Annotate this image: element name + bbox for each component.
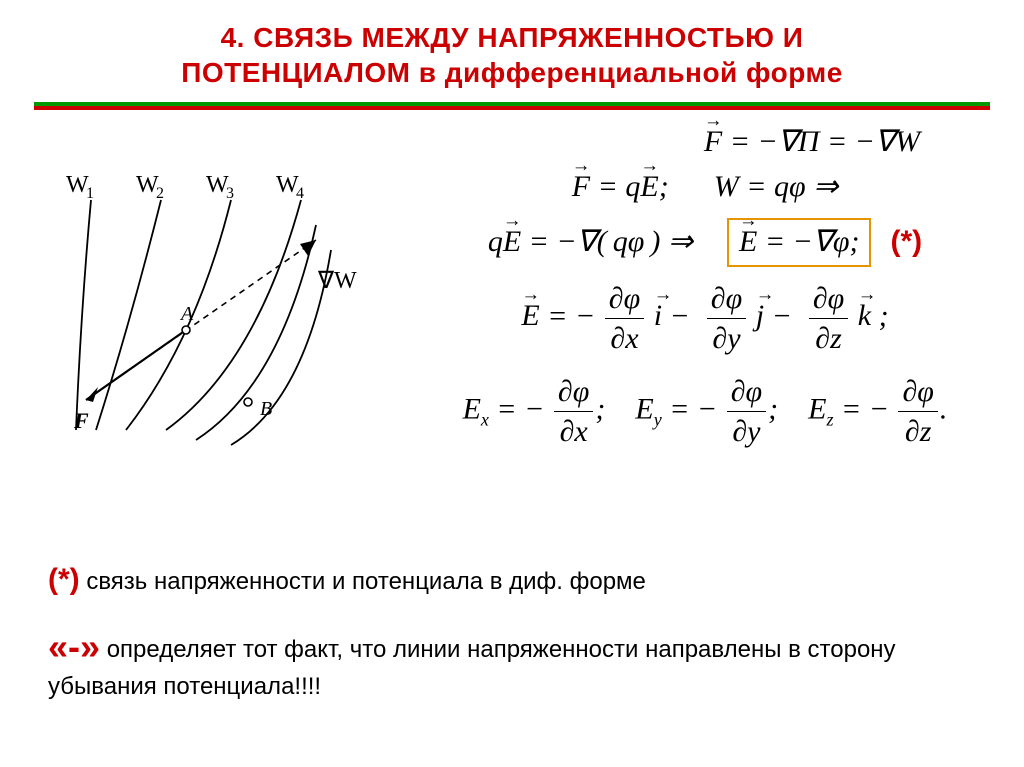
label-f: F [73,408,89,433]
eq-row-3: qE = −∇( qφ ) ⇒ E = −∇φ; (*) [400,218,1010,267]
title-line-2: ПОТЕНЦИАЛОМ в дифференциальной форме [181,57,843,88]
eq-row-2: F = qE; W = qφ ⇒ [400,167,1010,206]
footer-text-1: связь напряженности и потенциала в диф. … [80,568,646,595]
label-gradw: ∇W [317,268,357,294]
point-a [182,326,190,334]
equipotential-curves [76,200,331,445]
label-a: A [179,303,194,325]
eq-row-5: Ex = − ∂φ∂x; Ey = − ∂φ∂y; Ez = − ∂φ∂z. [400,372,1010,451]
star-marker: (*) [890,225,922,258]
divider-bottom [34,106,990,110]
eq-row-1: F = −∇Π = −∇W [400,122,1010,161]
eq-row-4: E = − ∂φ∂x i − ∂φ∂y j − ∂φ∂z k ; [400,279,1010,358]
slide-title: 4. СВЯЗЬ МЕЖДУ НАПРЯЖЕННОСТЬЮ И ПОТЕНЦИА… [0,0,1024,102]
equipotential-diagram: W1 W2 W3 W4 [36,170,366,470]
footer-text: (*) связь напряженности и потенциала в д… [48,560,984,725]
label-w4-sub: 4 [296,185,304,202]
footer-lead-1: (*) [48,563,80,596]
divider [34,102,990,110]
equations-block: F = −∇Π = −∇W F = qE; W = qφ ⇒ qE = −∇( … [400,118,1010,455]
label-w3-sub: 3 [226,185,234,202]
diagram-svg: W1 W2 W3 W4 [36,170,366,470]
footer-text-2: определяет тот факт, что линии напряженн… [48,636,896,701]
label-b: B [260,398,272,420]
boxed-equation: E = −∇φ; [727,218,872,267]
label-w2-sub: 2 [156,185,164,202]
footer-line-1: (*) связь напряженности и потенциала в д… [48,560,984,601]
title-line-1: 4. СВЯЗЬ МЕЖДУ НАПРЯЖЕННОСТЬЮ И [221,22,804,53]
label-w1-sub: 1 [86,185,94,202]
point-b [244,398,252,406]
footer-line-2: «-» определяет тот факт, что линии напря… [48,623,984,704]
gradient-arrow [86,240,316,402]
footer-lead-2: «-» [48,626,100,667]
